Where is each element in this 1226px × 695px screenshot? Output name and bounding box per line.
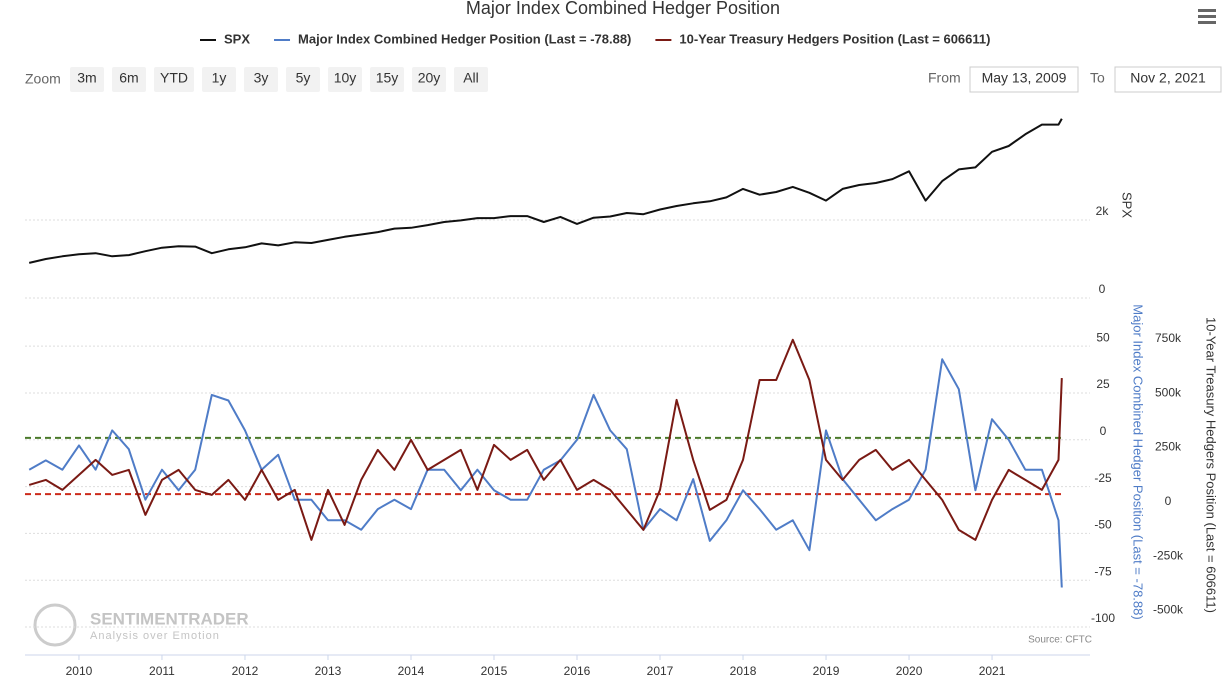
- y-tick-label: 0: [1165, 494, 1172, 508]
- x-tick-label: 2014: [398, 664, 425, 678]
- y-tick-label: 0: [1100, 424, 1107, 438]
- zoom-label: Zoom: [25, 71, 61, 87]
- y-tick-label: -250k: [1153, 548, 1184, 562]
- zoom-button-label: 10y: [334, 70, 357, 86]
- zoom-button-label: 3m: [77, 70, 96, 86]
- x-tick-label: 2012: [232, 664, 259, 678]
- logo-tagline: Analysis over Emotion: [90, 630, 220, 642]
- x-tick-label: 2011: [149, 664, 175, 678]
- from-date: May 13, 2009: [982, 70, 1067, 86]
- zoom-button-bg: [202, 67, 236, 92]
- zoom-button-bg: [286, 67, 320, 92]
- zoom-button[interactable]: YTD: [154, 67, 194, 92]
- to-date: Nov 2, 2021: [1130, 70, 1206, 86]
- zoom-button[interactable]: 15y: [370, 67, 404, 92]
- axis-title: Major Index Combined Hedger Position (La…: [1131, 304, 1146, 619]
- logo-icon: [33, 603, 77, 647]
- series-line: [28, 358, 1063, 588]
- x-tick-label: 2017: [647, 664, 674, 678]
- legend-label: Major Index Combined Hedger Position (La…: [298, 31, 631, 46]
- zoom-button[interactable]: 3m: [70, 67, 104, 92]
- zoom-button-bg: [412, 67, 446, 92]
- zoom-button-bg: [370, 67, 404, 92]
- y-tick-label: 2k: [1096, 204, 1110, 218]
- x-tick-label: 2018: [730, 664, 757, 678]
- menu-icon[interactable]: [1198, 9, 1216, 24]
- from-input[interactable]: [969, 66, 1079, 93]
- to-input[interactable]: [1114, 66, 1222, 93]
- legend-label: 10-Year Treasury Hedgers Position (Last …: [679, 31, 990, 46]
- y-tick-label: -500k: [1153, 603, 1184, 617]
- zoom-button[interactable]: 10y: [328, 67, 362, 92]
- x-tick-label: 2021: [979, 664, 1006, 678]
- axis-title: SPX: [1120, 192, 1135, 218]
- zoom-button-bg: [112, 67, 146, 92]
- zoom-button[interactable]: 6m: [112, 67, 146, 92]
- zoom-button-label: All: [463, 70, 479, 86]
- x-tick-label: 2015: [481, 664, 508, 678]
- zoom-button[interactable]: 5y: [286, 67, 320, 92]
- zoom-button-bg: [328, 67, 362, 92]
- zoom-button-bg: [244, 67, 278, 92]
- zoom-button-bg: [154, 67, 194, 92]
- zoom-button[interactable]: 1y: [202, 67, 236, 92]
- zoom-button-label: 20y: [418, 70, 441, 86]
- y-tick-label: 500k: [1155, 385, 1182, 399]
- y-tick-label: -75: [1094, 564, 1112, 578]
- y-tick-label: -50: [1094, 518, 1112, 532]
- zoom-button-label: YTD: [160, 70, 188, 86]
- axis-title: 10-Year Treasury Hedgers Position (Last …: [1204, 317, 1219, 613]
- from-label: From: [928, 70, 961, 86]
- y-tick-label: 250k: [1155, 440, 1182, 454]
- y-tick-label: -100: [1091, 611, 1115, 625]
- zoom-button-label: 3y: [254, 70, 269, 86]
- zoom-button-bg: [70, 67, 104, 92]
- x-tick-label: 2020: [896, 664, 923, 678]
- zoom-button[interactable]: 3y: [244, 67, 278, 92]
- x-tick-label: 2013: [315, 664, 342, 678]
- series-line: [28, 118, 1063, 264]
- zoom-button-bg: [454, 67, 488, 92]
- source-note: Source: CFTC: [1028, 635, 1092, 646]
- zoom-button-label: 5y: [296, 70, 311, 86]
- chart-title: Major Index Combined Hedger Position: [466, 0, 780, 18]
- series-line: [28, 338, 1063, 541]
- x-tick-label: 2019: [813, 664, 840, 678]
- y-tick-label: 0: [1099, 282, 1106, 296]
- y-tick-label: 750k: [1155, 331, 1182, 345]
- y-tick-label: -25: [1094, 471, 1112, 485]
- legend-label: SPX: [224, 31, 250, 46]
- x-tick-label: 2016: [564, 664, 591, 678]
- y-tick-label: 50: [1096, 330, 1110, 344]
- zoom-button[interactable]: 20y: [412, 67, 446, 92]
- zoom-button-label: 1y: [212, 70, 227, 86]
- y-tick-label: 25: [1096, 377, 1110, 391]
- to-label: To: [1090, 70, 1105, 86]
- zoom-button-label: 15y: [376, 70, 399, 86]
- zoom-button-label: 6m: [119, 70, 138, 86]
- logo-text: SENTIMENTRADER: [90, 609, 249, 628]
- x-tick-label: 2010: [66, 664, 93, 678]
- zoom-button[interactable]: All: [454, 67, 488, 92]
